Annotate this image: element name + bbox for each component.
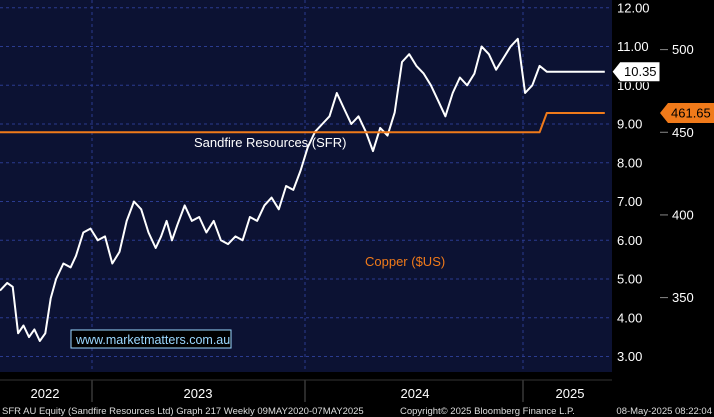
right-axis: 500 450 400 350 461.65	[660, 42, 714, 305]
footer-left: SFR AU Equity (Sandfire Resources Ltd) G…	[2, 406, 364, 417]
series-layer	[0, 37, 605, 342]
left-tick-label: 8.00	[617, 155, 642, 170]
left-tick-label: 11.00	[617, 39, 649, 54]
watermark-text: www.marketmatters.com.au	[75, 333, 230, 347]
grid	[0, 0, 612, 372]
x-tick-label: 2023	[184, 386, 213, 401]
left-tick-label: 5.00	[617, 272, 642, 287]
watermark-box	[70, 329, 232, 349]
last-value-badge-copper: 461.65	[660, 103, 714, 124]
series-label-sfr: Sandfire Resources (SFR)	[194, 135, 346, 150]
right-tick-label: 450	[672, 125, 694, 140]
badge-bg	[660, 103, 714, 124]
badge-text: 461.65	[671, 106, 711, 121]
right-tick-label: 500	[672, 42, 694, 57]
series-line-copper	[0, 112, 605, 134]
series-line-sfr	[0, 37, 605, 342]
left-tick-label: 9.00	[617, 117, 642, 132]
badge-text: 10.35	[624, 64, 657, 79]
left-tick-label: 6.00	[617, 233, 642, 248]
left-tick-label: 7.00	[617, 194, 642, 209]
badge-bg	[611, 61, 661, 83]
plot-area	[0, 0, 612, 372]
footer-right: 08-May-2025 08:22:04	[616, 406, 712, 417]
series-label-copper: Copper ($US)	[365, 254, 445, 269]
right-tick-label: 350	[672, 290, 694, 305]
x-tick-label: 2025	[556, 386, 585, 401]
x-axis: 2022 2023 2024 2025	[0, 379, 612, 402]
footer-middle: Copyright© 2025 Bloomberg Finance L.P.	[400, 406, 575, 417]
last-value-badge-sfr: 10.35	[611, 61, 661, 83]
right-tick-label: 400	[672, 207, 694, 222]
left-tick-label: 4.00	[617, 310, 642, 325]
left-axis: 12.0011.0010.009.008.007.006.005.004.003…	[611, 0, 661, 364]
x-tick-label: 2024	[401, 386, 430, 401]
x-tick-label: 2022	[31, 386, 60, 401]
left-tick-label: 3.00	[617, 349, 642, 364]
left-tick-label: 12.00	[617, 0, 650, 15]
